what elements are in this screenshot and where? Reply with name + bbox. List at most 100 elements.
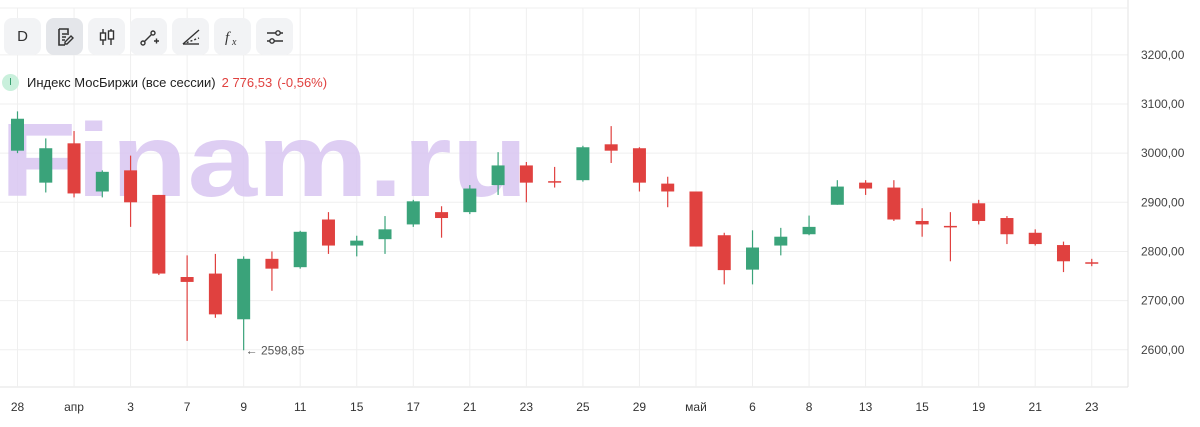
interval-label: D xyxy=(17,28,28,45)
candle-body xyxy=(152,194,166,274)
candle-body xyxy=(972,203,986,221)
candle[interactable] xyxy=(435,206,449,238)
candlestick-icon xyxy=(99,28,114,45)
draw-tools-button[interactable] xyxy=(172,18,209,55)
series-name: Индекс МосБиржи (все сессии) xyxy=(27,75,216,90)
candle[interactable] xyxy=(208,253,222,318)
candle[interactable] xyxy=(491,152,505,195)
price-tick-label: 3000,00 xyxy=(1141,146,1185,160)
candle-body xyxy=(604,144,618,151)
candle[interactable] xyxy=(463,185,477,215)
candle[interactable] xyxy=(519,161,533,203)
candle[interactable] xyxy=(406,199,420,227)
indicators-button[interactable]: f x xyxy=(214,18,251,55)
date-tick-label: 25 xyxy=(576,400,590,414)
draw-line-button[interactable] xyxy=(130,18,167,55)
candle-body xyxy=(1085,262,1099,264)
candle[interactable] xyxy=(859,180,873,195)
price-axis[interactable]: 3200,00 3100,00 3000,00 2900,00 2800,00 2700,… xyxy=(1141,48,1185,357)
candle-body xyxy=(1028,232,1042,245)
candle[interactable] xyxy=(661,176,675,208)
candle[interactable] xyxy=(350,235,364,257)
date-tick-label: 23 xyxy=(520,400,534,414)
candle-body xyxy=(406,201,420,225)
date-tick-label: 23 xyxy=(1085,400,1099,414)
candle-body xyxy=(265,258,279,269)
candle-body xyxy=(463,188,477,213)
candle-body xyxy=(576,147,590,181)
candle[interactable] xyxy=(67,131,81,198)
price-tick-label: 3200,00 xyxy=(1141,48,1185,62)
candle[interactable] xyxy=(1056,241,1070,273)
date-tick-label: 11 xyxy=(294,400,307,414)
candle[interactable] xyxy=(943,212,957,262)
candle-body xyxy=(548,181,562,183)
min-price-annotation: ← 2598,85 xyxy=(246,343,305,357)
finam-watermark: Finam.ru xyxy=(0,103,528,219)
candle[interactable] xyxy=(972,199,986,225)
document-pen-icon xyxy=(57,27,74,46)
date-tick-label: 6 xyxy=(749,400,756,414)
candles-group[interactable] xyxy=(11,111,1099,351)
candle[interactable] xyxy=(1085,258,1099,267)
candle-body xyxy=(746,247,760,270)
candle[interactable] xyxy=(237,256,251,351)
candle[interactable] xyxy=(830,180,844,205)
candle[interactable] xyxy=(321,212,335,254)
candle-body xyxy=(491,165,505,186)
candle[interactable] xyxy=(717,232,731,285)
candle-body xyxy=(519,165,533,183)
candle[interactable] xyxy=(1000,216,1014,245)
candle[interactable] xyxy=(887,180,901,221)
chart-toolbar: D f x xyxy=(4,18,293,55)
candle[interactable] xyxy=(746,230,760,285)
candle-body xyxy=(378,229,392,240)
candle-body xyxy=(67,143,81,194)
candle-body xyxy=(689,191,703,247)
candle-body xyxy=(859,182,873,189)
candle-body xyxy=(632,148,646,183)
svg-text:x: x xyxy=(231,37,237,47)
date-tick-label: 19 xyxy=(972,400,986,414)
last-price: 2 776,53 xyxy=(221,75,273,90)
date-tick-label: 9 xyxy=(240,400,247,414)
candle[interactable] xyxy=(632,147,646,192)
candle[interactable] xyxy=(378,216,392,254)
interval-button[interactable]: D xyxy=(4,18,41,55)
date-tick-label: 21 xyxy=(463,400,477,414)
date-axis[interactable]: 28 апр 3 7 9 11 15 17 21 23 25 29 май 6 8 13 15 19 21 23 xyxy=(11,400,1099,414)
candle-body xyxy=(802,226,816,235)
candle-body xyxy=(39,148,53,183)
date-tick-label: 28 xyxy=(11,400,25,414)
candle[interactable] xyxy=(548,166,562,188)
candle[interactable] xyxy=(293,230,307,269)
candle[interactable] xyxy=(802,215,816,236)
candle-body xyxy=(1056,245,1070,262)
candle[interactable] xyxy=(39,138,53,193)
date-tick-label: 17 xyxy=(407,400,421,414)
candles-button[interactable] xyxy=(88,18,125,55)
date-tick-label: 21 xyxy=(1029,400,1043,414)
candle[interactable] xyxy=(915,208,929,237)
candle[interactable] xyxy=(604,126,618,163)
candle[interactable] xyxy=(689,191,703,247)
candle-body xyxy=(435,212,449,219)
candle[interactable] xyxy=(152,194,166,276)
candle[interactable] xyxy=(95,170,109,198)
candle[interactable] xyxy=(11,111,24,154)
date-tick-label: 15 xyxy=(915,400,929,414)
candle[interactable] xyxy=(1028,229,1042,246)
candle[interactable] xyxy=(576,145,590,182)
chart-type-button[interactable] xyxy=(46,18,83,55)
candle-body xyxy=(208,273,222,315)
candle-body xyxy=(717,235,731,271)
candle[interactable] xyxy=(180,255,194,341)
candle[interactable] xyxy=(124,155,138,227)
settings-button[interactable] xyxy=(256,18,293,55)
series-badge[interactable]: I xyxy=(2,74,19,91)
date-tick-label: 7 xyxy=(184,400,191,414)
candle[interactable] xyxy=(265,251,279,291)
candle[interactable] xyxy=(774,227,788,256)
candle-body xyxy=(237,258,251,320)
